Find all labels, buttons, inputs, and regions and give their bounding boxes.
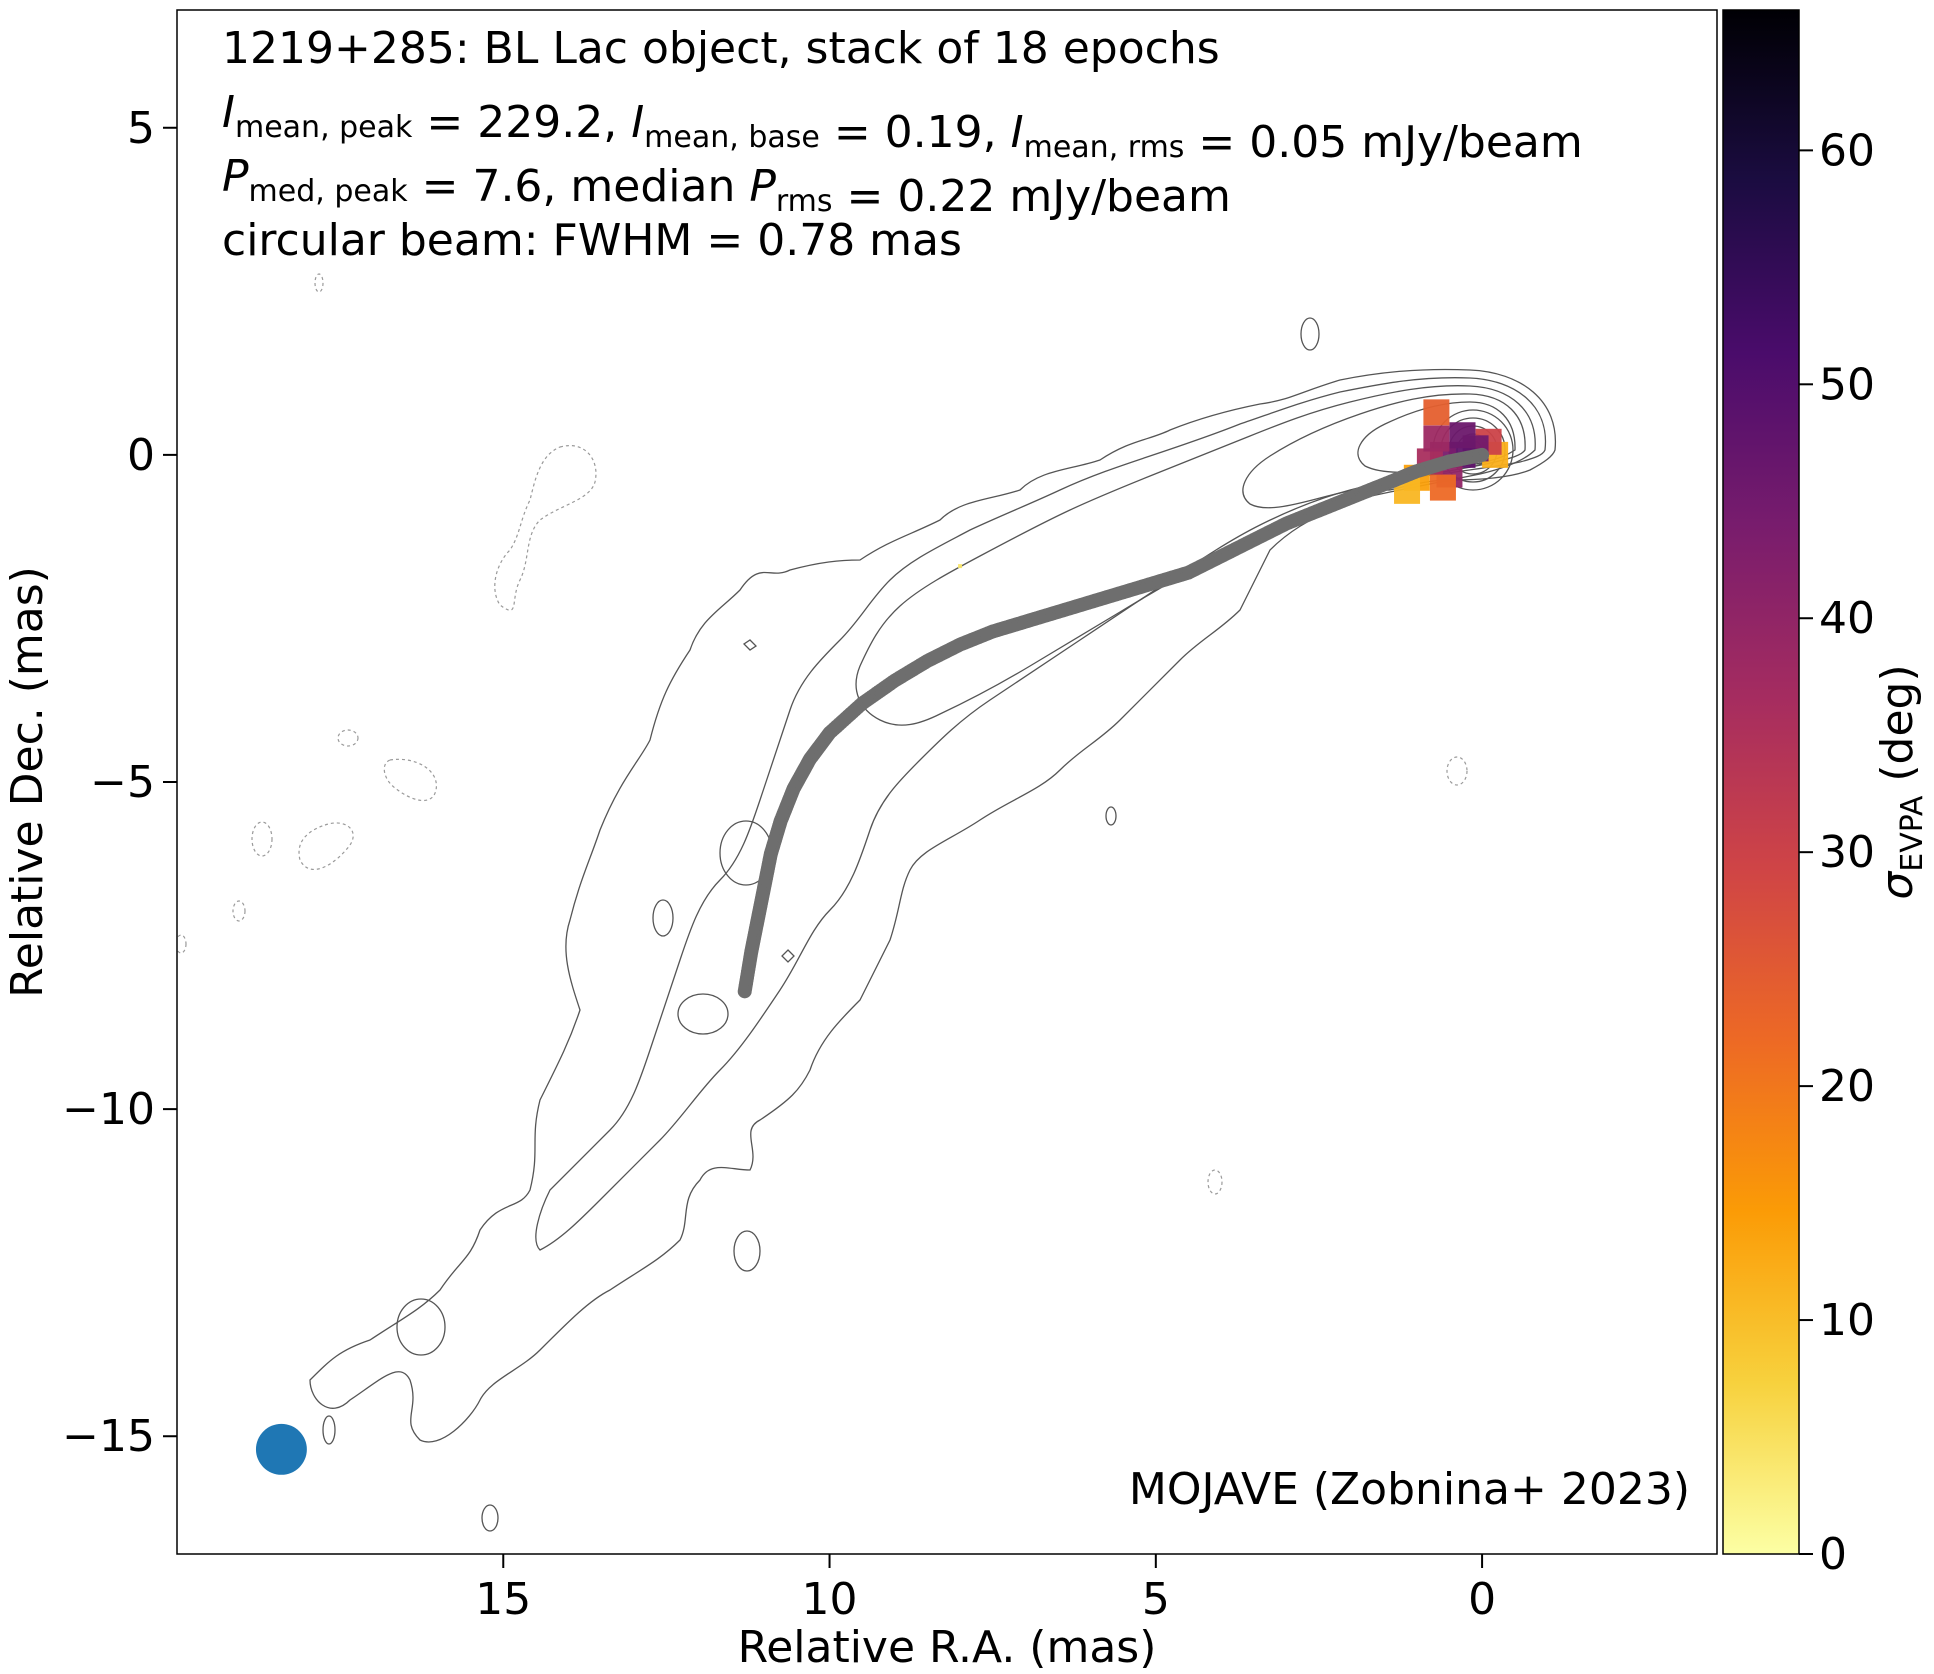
annotation-fragment: = 229.2, <box>412 97 631 148</box>
ridge-point <box>737 984 752 999</box>
y-tick-label: 5 <box>127 103 155 154</box>
beam <box>255 1423 307 1475</box>
annotation-line: 1219+285: BL Lac object, stack of 18 epo… <box>222 23 1220 74</box>
ridgeline <box>737 447 1490 999</box>
y-axis-label: Relative Dec. (mas) <box>2 566 53 998</box>
pol-pixel <box>1423 425 1450 452</box>
negative-contour <box>251 821 273 857</box>
annotation-fragment: I <box>1011 107 1024 158</box>
annotation-line: circular beam: FWHM = 0.78 mas <box>222 215 962 266</box>
negative-contour <box>1207 1169 1223 1195</box>
pol-pixel <box>1429 474 1456 501</box>
colorbar-tick-label: 60 <box>1819 125 1875 176</box>
y-tick-label: −15 <box>62 1411 155 1462</box>
annotation-line: Pmed, peak = 7.6, median Prms = 0.22 mJy… <box>222 151 1231 222</box>
x-tick-label: 0 <box>1468 1574 1496 1625</box>
colorbar-tick-label: 40 <box>1819 593 1875 644</box>
negative-contour <box>337 729 359 747</box>
annotation-fragment: rms <box>776 184 833 219</box>
contour-island <box>1300 317 1320 351</box>
contour-island <box>322 1415 336 1445</box>
x-axis-ticks: 15 10 5 0 <box>475 1554 1496 1625</box>
contour-island <box>396 1298 446 1356</box>
plot-annotation: 1219+285: BL Lac object, stack of 18 epo… <box>222 23 1583 266</box>
annotation-fragment: = 7.6, median <box>408 161 750 212</box>
annotation-fragment: med, peak <box>249 174 409 209</box>
pol-pixel <box>1423 399 1450 426</box>
contour-island <box>781 949 795 963</box>
y-tick-label: 0 <box>127 430 155 481</box>
beam-ellipse <box>255 1423 307 1475</box>
contour-island <box>742 639 758 651</box>
contour-island <box>652 899 674 937</box>
annotation-fragment: P <box>222 151 249 202</box>
annotation-fragment: = 0.05 mJy/beam <box>1184 117 1582 168</box>
negative-contour <box>383 758 437 802</box>
contour-island <box>677 993 729 1035</box>
contour-island <box>481 1504 499 1532</box>
annotation-fragment: I <box>631 97 644 148</box>
annotation-fragment: 1219+285: BL Lac object, stack of 18 epo… <box>222 23 1220 74</box>
colorbar <box>1722 9 1800 1555</box>
annotation-fragment: mean, peak <box>235 110 413 145</box>
annotation-fragment: = 0.19, <box>820 107 1011 158</box>
annotation-line: Imean, peak = 229.2, Imean, base = 0.19,… <box>222 87 1583 168</box>
pol-pixel <box>1449 422 1476 449</box>
x-axis-label: Relative R.A. (mas) <box>738 1622 1157 1673</box>
negative-contour <box>232 900 246 922</box>
contour-outer <box>309 368 1557 1443</box>
pol-pixel <box>958 564 963 569</box>
colorbar-tick-label: 30 <box>1819 827 1875 878</box>
y-tick-label: −5 <box>90 757 155 808</box>
colorbar-label: σEVPA (deg) <box>1872 664 1930 899</box>
colorbar-tick-label: 50 <box>1819 359 1875 410</box>
negative-contour <box>314 273 324 293</box>
negative-contour <box>1446 756 1468 786</box>
x-tick-label: 5 <box>1142 1574 1170 1625</box>
annotation-fragment: circular beam: FWHM = 0.78 mas <box>222 215 962 266</box>
negative-contour <box>298 822 354 871</box>
colorbar-tick-label: 0 <box>1819 1529 1847 1580</box>
y-tick-label: −10 <box>62 1084 155 1135</box>
contour-island <box>733 1230 761 1272</box>
credit-text: MOJAVE (Zobnina+ 2023) <box>1129 1464 1690 1515</box>
annotation-fragment: P <box>749 161 776 212</box>
negative-contour <box>177 934 187 954</box>
colorbar-tick-label: 10 <box>1819 1295 1875 1346</box>
annotation-fragment: mean, base <box>644 120 820 155</box>
x-tick-label: 10 <box>802 1574 858 1625</box>
annotation-fragment: mean, rms <box>1024 130 1185 165</box>
x-tick-label: 15 <box>475 1574 531 1625</box>
annotation-fragment: = 0.22 mJy/beam <box>833 171 1231 222</box>
y-axis-ticks: 5 0 −5 −10 −15 <box>62 103 177 1462</box>
colorbar-ticks: 0 10 20 30 40 50 60 <box>1799 125 1875 1580</box>
negative-contour <box>494 445 597 611</box>
contour-island <box>1105 806 1117 826</box>
annotation-fragment: I <box>222 87 235 138</box>
colorbar-tick-label: 20 <box>1819 1061 1875 1112</box>
